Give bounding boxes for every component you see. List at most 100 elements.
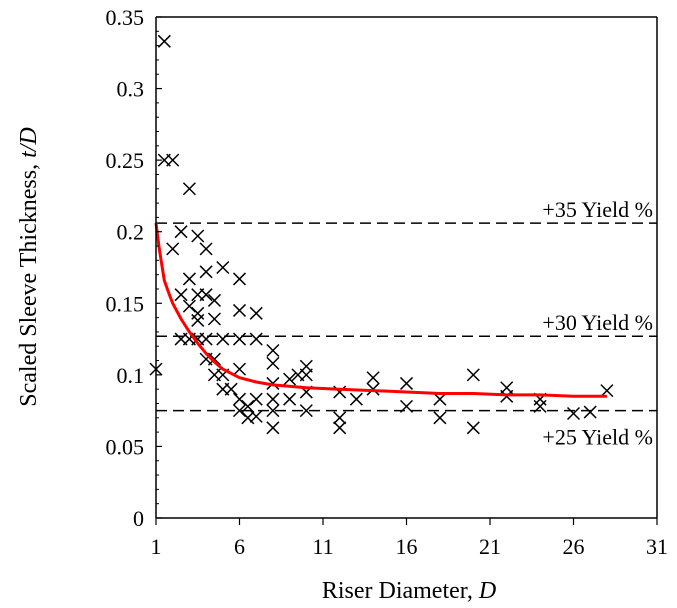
y-tick-label: 0.2 — [117, 220, 145, 245]
data-point — [216, 260, 230, 275]
data-point-stroke — [199, 332, 213, 346]
data-point-stroke — [566, 406, 581, 421]
data-point — [299, 404, 313, 418]
data-point-stroke — [207, 293, 221, 307]
tick-labels: 00.050.10.150.20.250.30.351 6 11 16 21 26 31 — [106, 5, 669, 559]
data-point-stroke — [283, 372, 297, 386]
data-point — [199, 332, 213, 346]
data-point — [166, 153, 180, 167]
data-point-stroke — [399, 399, 414, 413]
y-tick-label: 0.35 — [106, 5, 145, 30]
data-point-stroke — [283, 392, 297, 406]
reference-line-label: +25 Yield % — [542, 425, 653, 450]
data-point — [232, 362, 247, 376]
data-point-stroke — [466, 368, 480, 382]
y-tick-label: 0.3 — [117, 77, 145, 102]
data-point-stroke — [466, 421, 480, 435]
data-point-stroke — [249, 392, 263, 406]
data-point — [207, 312, 221, 326]
data-point — [333, 421, 347, 435]
data-point — [224, 382, 238, 396]
data-point — [466, 368, 480, 382]
data-point-stroke — [174, 288, 188, 302]
data-point-stroke — [266, 356, 280, 370]
x-tick-label: 6 — [234, 534, 245, 559]
data-point-stroke — [232, 303, 247, 317]
y-tick-label: 0.05 — [106, 434, 145, 459]
x-tick-label: 11 — [312, 534, 333, 559]
data-point-stroke — [399, 376, 414, 390]
data-point — [399, 376, 414, 390]
data-point — [232, 404, 247, 418]
data-point — [283, 392, 297, 406]
axes — [155, 16, 658, 525]
data-point — [600, 384, 614, 398]
trend-line-group — [154, 222, 607, 398]
data-point-stroke — [241, 399, 255, 413]
data-point — [232, 272, 247, 286]
data-point — [174, 225, 188, 239]
y-axis-title: Scaled Sleeve Thickness, t/D — [16, 127, 42, 407]
x-axis-title-text: Riser Diameter, — [322, 578, 479, 604]
data-point — [266, 392, 280, 406]
data-point — [466, 421, 480, 435]
data-point-stroke — [232, 332, 247, 346]
data-point — [533, 399, 547, 413]
data-point — [299, 368, 313, 382]
data-point — [166, 242, 180, 256]
data-point-stroke — [266, 343, 280, 358]
data-point-stroke — [249, 409, 263, 423]
data-point — [199, 265, 213, 279]
data-point-stroke — [266, 421, 280, 435]
data-point — [241, 399, 255, 413]
data-point-stroke — [266, 392, 280, 406]
y-axis-variable: t/D — [16, 127, 42, 158]
data-point-stroke — [349, 392, 363, 406]
data-point — [191, 229, 205, 243]
data-point — [349, 392, 363, 406]
data-point-stroke — [433, 392, 447, 406]
data-point-stroke — [224, 382, 238, 396]
data-point-stroke — [207, 352, 221, 366]
data-point-stroke — [182, 272, 196, 286]
x-tick-label: 16 — [396, 534, 418, 559]
data-point — [182, 299, 196, 313]
data-point — [583, 405, 597, 419]
data-point-stroke — [191, 229, 205, 243]
data-point-stroke — [266, 404, 280, 418]
y-tick-label: 0.1 — [117, 363, 145, 388]
data-point — [433, 411, 447, 425]
reference-line-label: +30 Yield % — [542, 310, 653, 335]
data-point — [433, 392, 447, 406]
data-point-stroke — [600, 384, 614, 398]
data-point — [232, 392, 247, 406]
data-point-stroke — [333, 421, 347, 435]
data-point — [232, 303, 247, 317]
data-point-stroke — [299, 368, 313, 382]
data-point-stroke — [232, 392, 247, 406]
data-point-stroke — [157, 34, 171, 48]
data-point — [399, 399, 414, 413]
data-point-stroke — [216, 332, 230, 346]
data-point — [283, 372, 297, 386]
data-point-stroke — [366, 371, 380, 385]
data-point — [249, 392, 263, 406]
data-point — [232, 332, 247, 346]
x-tick-label: 1 — [151, 534, 162, 559]
data-point — [333, 411, 347, 425]
data-point-stroke — [249, 332, 263, 346]
data-point — [249, 306, 263, 320]
data-point — [249, 332, 263, 346]
data-point — [249, 409, 263, 423]
data-point — [207, 293, 221, 307]
data-point — [266, 421, 280, 435]
data-point-stroke — [207, 312, 221, 326]
data-point-stroke — [166, 153, 180, 167]
data-point-stroke — [333, 411, 347, 425]
data-point-stroke — [533, 399, 547, 413]
data-point-stroke — [249, 306, 263, 320]
reference-lines: +35 Yield % +30 Yield % +25 Yield % — [156, 197, 657, 450]
y-axis-title-text: Scaled Sleeve Thickness, — [16, 158, 42, 407]
data-point-stroke — [433, 411, 447, 425]
